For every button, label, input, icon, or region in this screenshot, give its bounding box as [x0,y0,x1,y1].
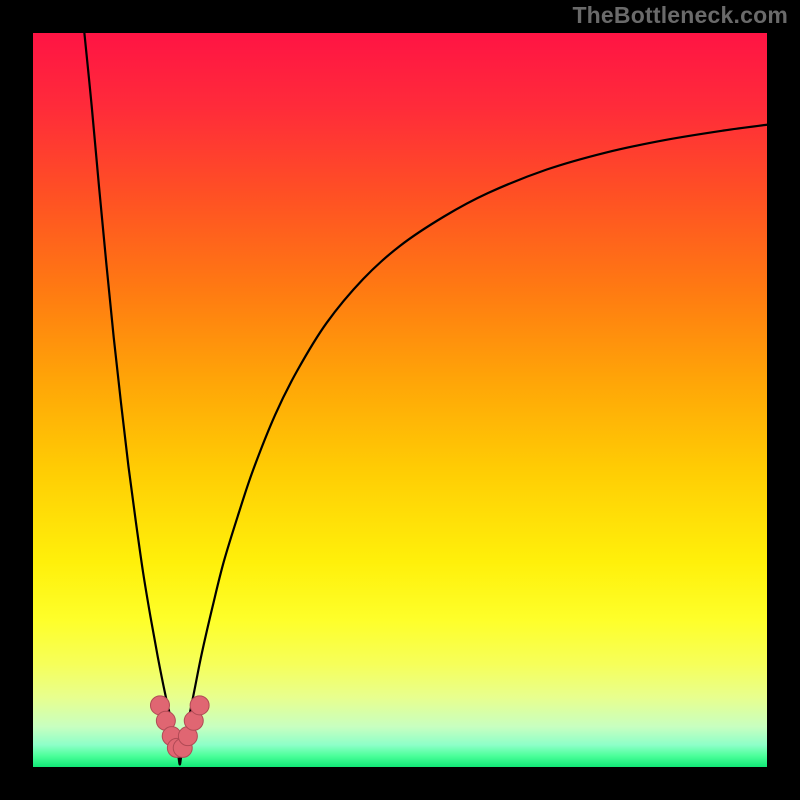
marker-point [190,696,209,715]
watermark-text: TheBottleneck.com [572,2,788,29]
plot-background [33,33,767,767]
bottleneck-chart [0,0,800,800]
chart-stage: TheBottleneck.com [0,0,800,800]
